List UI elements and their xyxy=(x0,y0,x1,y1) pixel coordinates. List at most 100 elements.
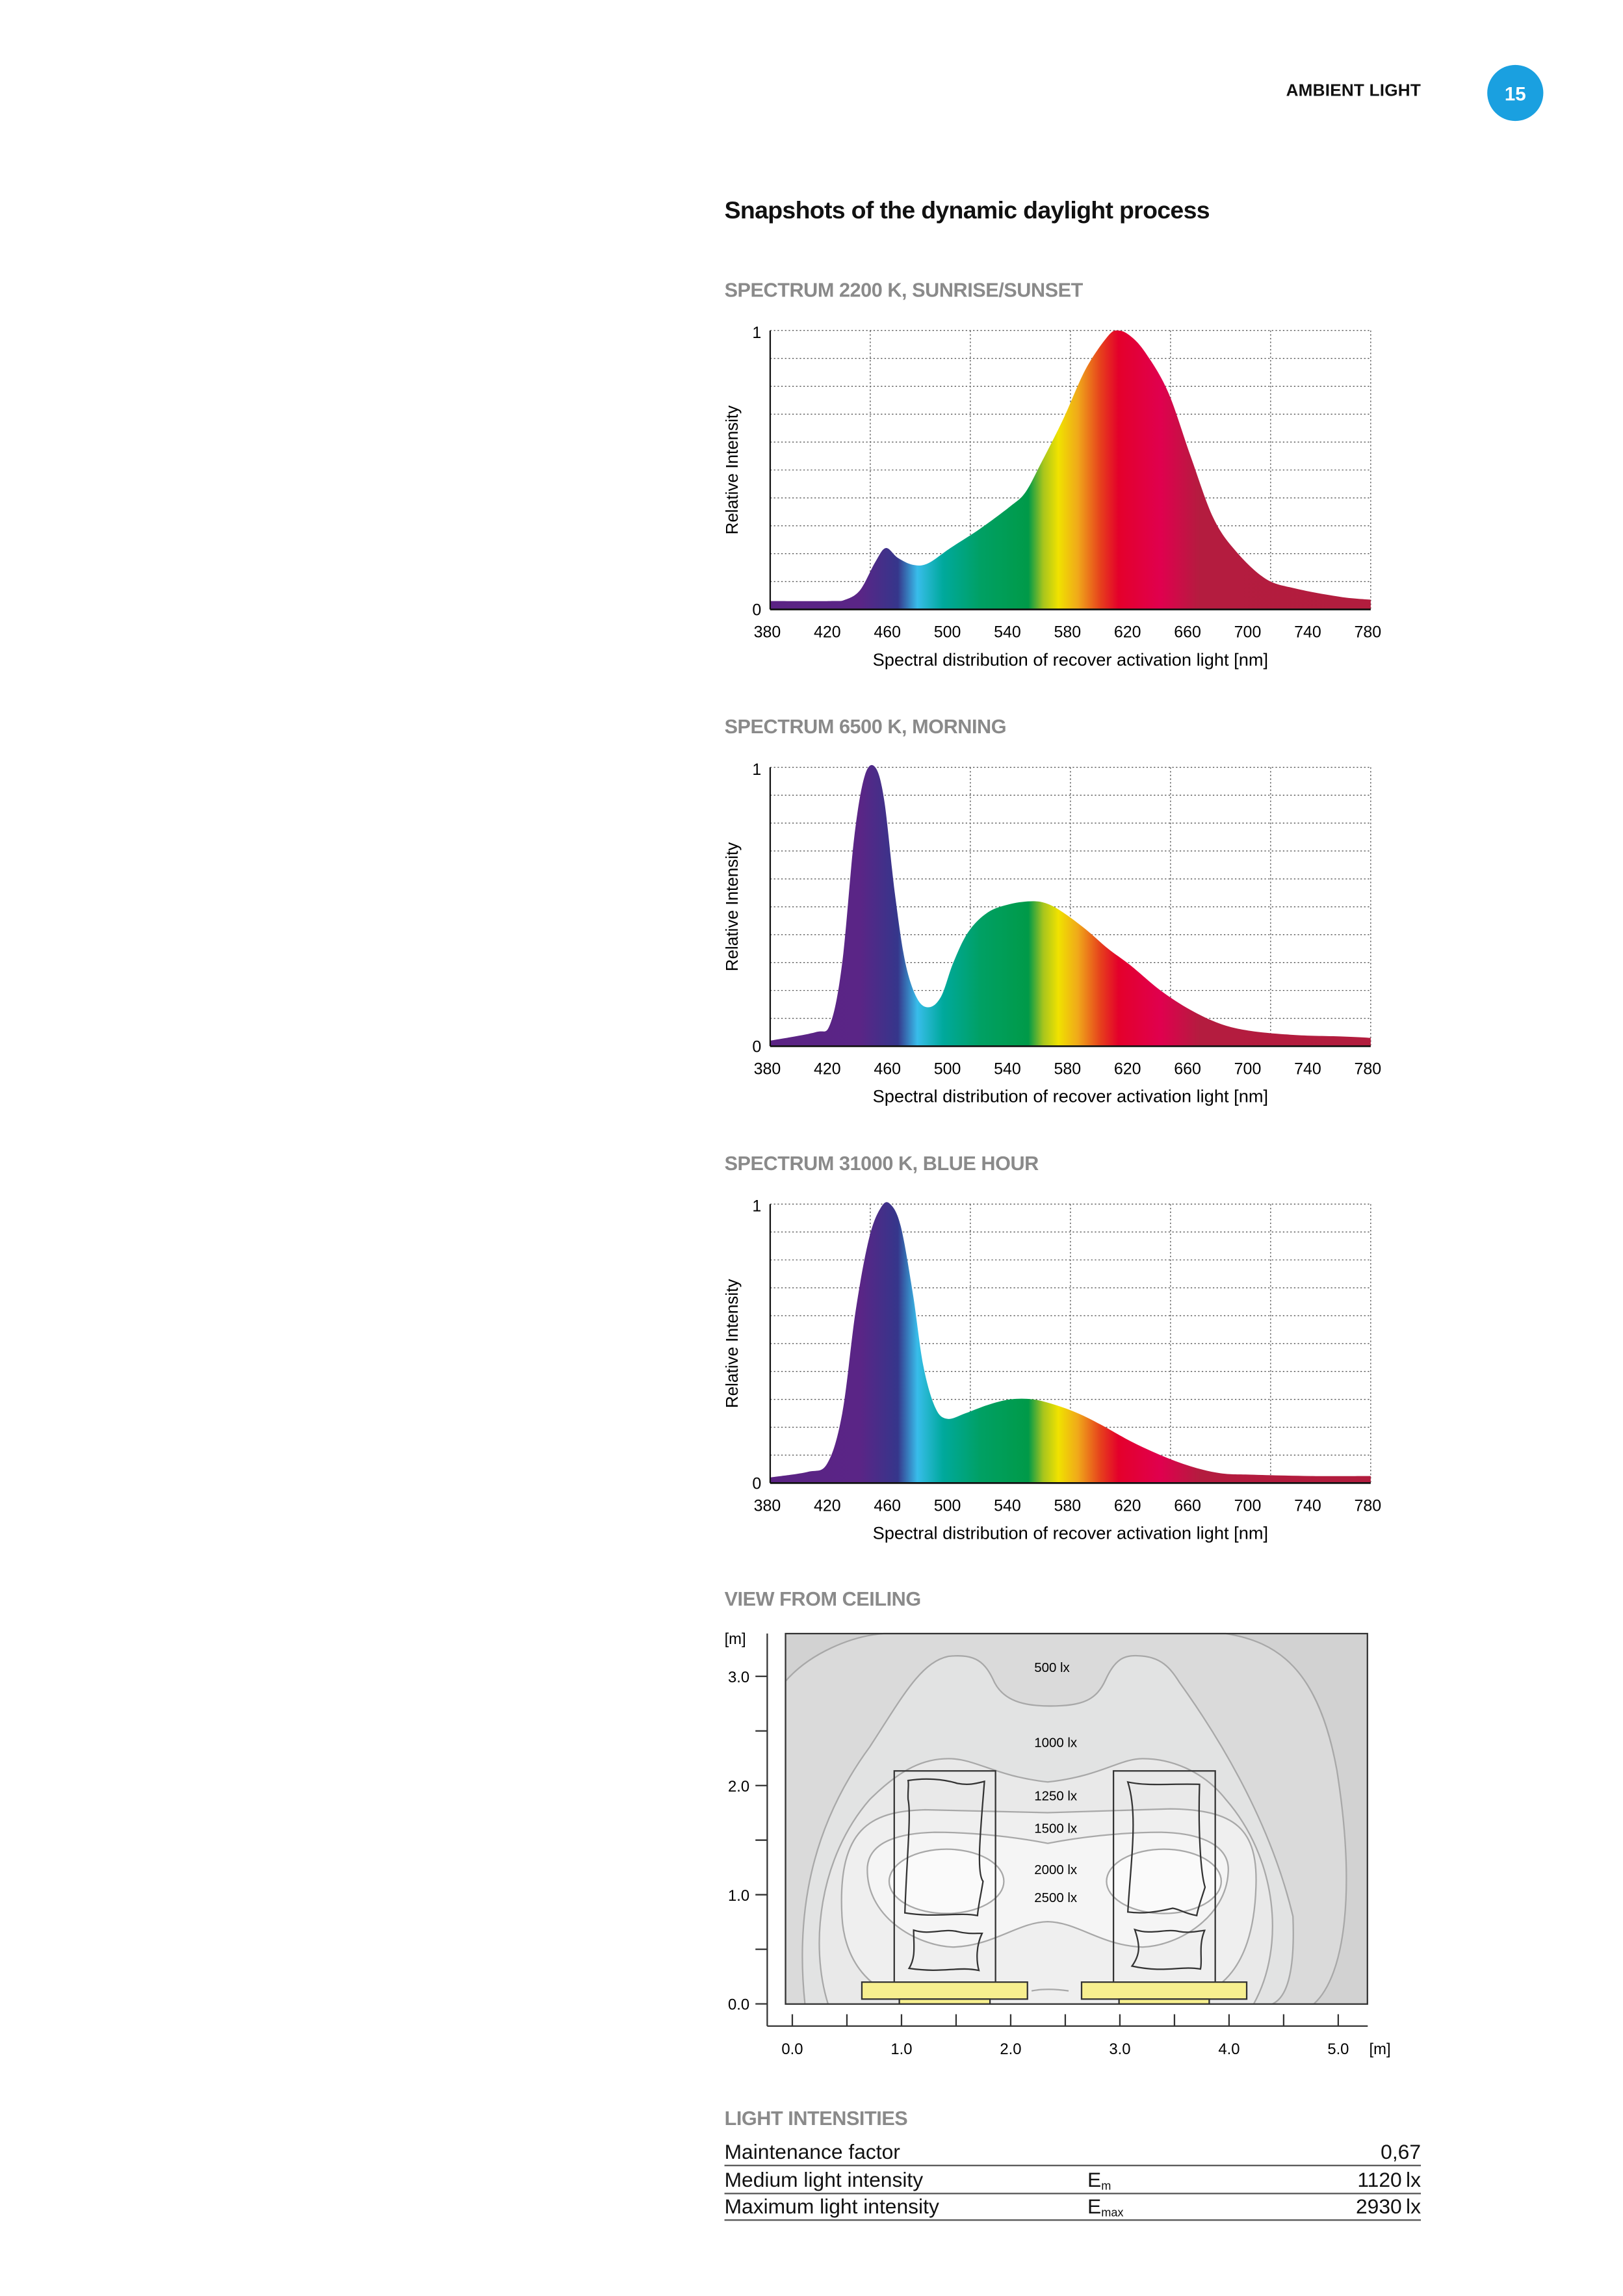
paper-left-large xyxy=(905,1779,984,1916)
table-row: Medium light intensity Em 1120 lx xyxy=(724,2166,1422,2195)
x-tick-label: 780 xyxy=(1354,1496,1381,1515)
contour-2500-left xyxy=(889,1849,1004,1914)
x-unit-label: [m] xyxy=(1370,2041,1391,2058)
x-tick-label: 700 xyxy=(1234,1060,1262,1078)
x-tick-label: 620 xyxy=(1114,1060,1141,1078)
x-tick-label: 540 xyxy=(994,623,1021,642)
paper-right-small xyxy=(1132,1929,1205,1969)
x-tick-label: 500 xyxy=(934,623,961,642)
section-header: AMBIENT LIGHT xyxy=(1286,83,1422,101)
x-tick-label: 460 xyxy=(874,1060,901,1078)
contour-label-500: 500 lx xyxy=(1034,1661,1069,1675)
x-tick-label: 700 xyxy=(1234,1496,1262,1515)
paper-left-small xyxy=(909,1930,982,1970)
chart-title-6500k: SPECTRUM 6500 K, MORNING xyxy=(724,715,1007,738)
y-tick-label: 1 xyxy=(752,1197,761,1216)
room-outline xyxy=(786,1634,1368,2004)
contour-label-2000: 2000 lx xyxy=(1034,1863,1077,1877)
row-value: 1120 lx xyxy=(1357,2167,1422,2191)
spectrum-area xyxy=(770,330,1371,610)
x-tick-label: 2.0 xyxy=(1000,2041,1021,2058)
y-tick-label: 3.0 xyxy=(728,1669,749,1686)
contour-small xyxy=(1032,1989,1069,1990)
spectrum-area xyxy=(770,764,1371,1047)
ceiling-view-title: VIEW FROM CEILING xyxy=(724,1587,922,1610)
x-tick-label: 0.0 xyxy=(781,2041,803,2058)
y-axis-label: Relative Intensity xyxy=(722,1279,742,1408)
x-tick-label: 460 xyxy=(874,1496,901,1515)
y-tick-label: 0 xyxy=(752,1038,761,1056)
luminaire-left xyxy=(862,1982,1028,1999)
row-label: Maintenance factor xyxy=(724,2139,900,2163)
x-tick-label: 660 xyxy=(1174,1496,1201,1515)
contour-label-2500: 2500 lx xyxy=(1034,1891,1077,1905)
row-label: Medium light intensity xyxy=(724,2167,924,2191)
x-tick-label: 540 xyxy=(994,1496,1021,1515)
row-value: 0,67 xyxy=(1381,2139,1422,2163)
y-tick-label: 2.0 xyxy=(728,1778,749,1795)
table-row: Maintenance factor 0,67 xyxy=(724,2138,1422,2167)
luminaire-left-base xyxy=(900,1999,990,2004)
x-tick-label: 700 xyxy=(1234,623,1262,642)
x-tick-label: 1.0 xyxy=(890,2041,912,2058)
spectrum-chart-31000k: 380 420 460 500 540 580 620 660 700 740 780 0 1 Spect… xyxy=(0,1197,1623,1573)
x-tick-label: 380 xyxy=(754,1060,781,1078)
x-tick-label: 380 xyxy=(754,623,781,642)
chart-title-31000k: SPECTRUM 31000 K, BLUE HOUR xyxy=(724,1152,1039,1175)
y-tick-label: 0.0 xyxy=(728,1996,749,2014)
x-tick-label: 460 xyxy=(874,623,901,642)
x-tick-label: 380 xyxy=(754,1496,781,1515)
y-axis-label: Relative Intensity xyxy=(722,406,742,535)
row-value: 2930 lx xyxy=(1355,2194,1422,2218)
symbol-sub: max xyxy=(1101,2206,1124,2220)
y-tick-label: 0 xyxy=(752,601,761,620)
x-tick-label: 4.0 xyxy=(1218,2041,1240,2058)
paper-right-large xyxy=(1128,1782,1205,1915)
contour-2500-right xyxy=(1106,1849,1221,1914)
x-tick-label: 3.0 xyxy=(1109,2041,1130,2058)
x-tick-label: 420 xyxy=(814,623,841,642)
page-number-badge: 15 xyxy=(1487,64,1544,122)
page-title: Snapshots of the dynamic daylight proces… xyxy=(724,198,1210,225)
y-tick-label: 1.0 xyxy=(728,1887,749,1905)
x-tick-label: 780 xyxy=(1354,623,1381,642)
row-symbol: Em xyxy=(1087,2168,1111,2193)
chart-svg: 380 420 460 500 540 580 620 660 700 740 780 0 1 Spect… xyxy=(722,761,1381,1106)
contour-label-1250: 1250 lx xyxy=(1034,1789,1077,1803)
x-tick-label: 660 xyxy=(1174,623,1201,642)
x-tick-label: 660 xyxy=(1174,1060,1201,1078)
x-axis-label: Spectral distribution of recover activat… xyxy=(873,1523,1269,1543)
x-tick-label: 580 xyxy=(1054,1496,1082,1515)
x-tick-label: 500 xyxy=(934,1060,961,1078)
row-symbol: Emax xyxy=(1087,2194,1124,2219)
x-tick-label: 540 xyxy=(994,1060,1021,1078)
spectrum-chart-2200k: 380 420 460 500 540 580 620 660 700 740 780 0 1 Spect… xyxy=(0,324,1623,699)
y-tick-label: 1 xyxy=(752,324,761,342)
ceiling-axes xyxy=(755,1633,1368,2027)
x-tick-label: 580 xyxy=(1054,1060,1082,1078)
x-tick-label: 780 xyxy=(1354,1060,1381,1078)
x-tick-label: 420 xyxy=(814,1496,841,1515)
x-tick-label: 740 xyxy=(1294,623,1321,642)
chart-svg: 380 420 460 500 540 580 620 660 700 740 780 0 1 Spect… xyxy=(722,324,1381,670)
contour-label-1000: 1000 lx xyxy=(1034,1736,1077,1751)
symbol-sub: m xyxy=(1101,2179,1111,2193)
luminaire-right xyxy=(1082,1982,1247,1999)
x-tick-label: 620 xyxy=(1114,1496,1141,1515)
y-axis-label: Relative Intensity xyxy=(722,842,742,972)
spectrum-area xyxy=(770,1202,1371,1483)
x-tick-label: 500 xyxy=(934,1496,961,1515)
contour-label-1500: 1500 lx xyxy=(1034,1821,1077,1836)
x-axis-label: Spectral distribution of recover activat… xyxy=(873,1086,1269,1106)
x-tick-label: 620 xyxy=(1114,623,1141,642)
symbol-main: E xyxy=(1087,2167,1102,2191)
light-intensities-title: LIGHT INTENSITIES xyxy=(724,2107,908,2130)
chart-title-2200k: SPECTRUM 2200 K, SUNRISE/SUNSET xyxy=(724,279,1084,302)
x-tick-label: 740 xyxy=(1294,1496,1321,1515)
row-label: Maximum light intensity xyxy=(724,2194,939,2218)
y-tick-label: 1 xyxy=(752,761,761,779)
chart-svg: 380 420 460 500 540 580 620 660 700 740 780 0 1 Spect… xyxy=(722,1197,1381,1543)
x-axis-label: Spectral distribution of recover activat… xyxy=(873,649,1269,670)
